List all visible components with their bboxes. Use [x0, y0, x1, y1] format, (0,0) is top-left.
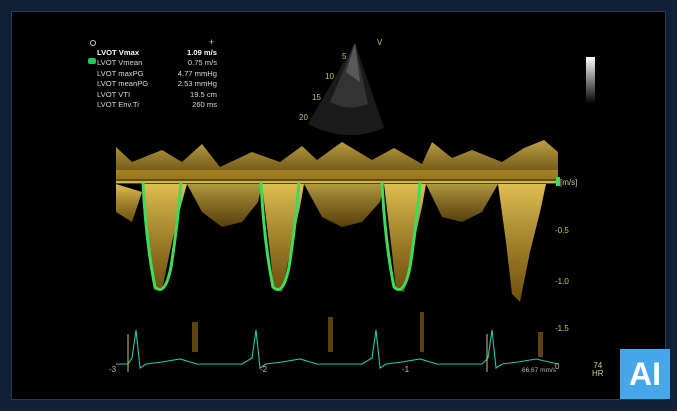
heart-rate: 74 HR	[592, 361, 604, 378]
time-mark: -1	[402, 365, 410, 374]
velocity-unit: [m/s]	[560, 178, 578, 187]
meas-row: LVOT Vmax 1.09 m/s	[97, 48, 217, 57]
spectral-doppler	[116, 140, 558, 357]
plus-icon: +	[209, 37, 215, 47]
measurement-marker-icon	[88, 58, 96, 64]
ultrasound-screen: + LVOT Vmax 1.09 m/s LVOT Vmean 0.75 m/s L…	[11, 11, 666, 400]
meas-row: LVOT meanPG 2.53 mmHg	[97, 79, 217, 89]
time-mark: -3	[109, 365, 117, 374]
sector-label-v: V	[377, 38, 383, 47]
settings-dot-icon	[90, 40, 96, 46]
meas-row: LVOT Vmean 0.75 m/s	[97, 58, 217, 68]
ecg-trace	[116, 329, 559, 369]
grayscale-bar	[586, 57, 595, 104]
time-mark: -2	[260, 365, 268, 374]
ai-badge: AI	[620, 349, 670, 399]
depth-mark: 5	[342, 52, 347, 61]
y-tick: -0.5	[555, 226, 569, 235]
doppler-canvas	[116, 43, 560, 372]
y-tick: -1.0	[555, 277, 569, 286]
vti-envelopes	[141, 181, 422, 291]
meas-row: LVOT maxPG 4.77 mmHg	[97, 68, 217, 78]
y-tick: -1.5	[555, 324, 569, 333]
depth-mark: 20	[299, 113, 308, 122]
measurement-panel: LVOT Vmax 1.09 m/s LVOT Vmean 0.75 m/s LVO…	[97, 48, 217, 110]
meas-row: LVOT VTI 19.5 cm	[97, 89, 217, 99]
baseline-marker	[556, 177, 560, 186]
echo-sector	[308, 43, 384, 136]
sweep-speed: 66.67 mm/s	[522, 367, 556, 374]
depth-mark: 15	[312, 93, 321, 102]
meas-row: LVOT Env.Ti 260 ms	[97, 100, 217, 110]
depth-mark: 10	[325, 72, 334, 81]
time-mark: 0	[555, 362, 560, 371]
